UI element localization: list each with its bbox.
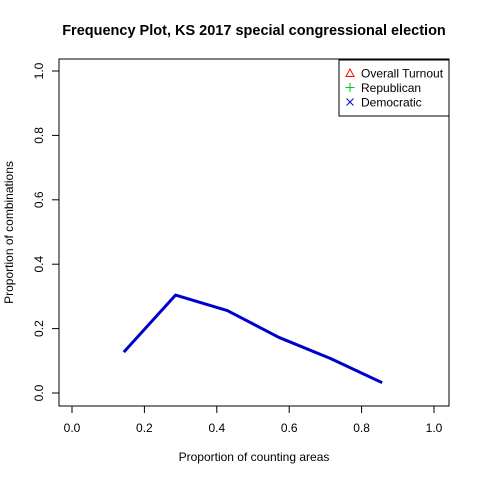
legend-triangle-symbol [345, 67, 355, 77]
x-tick-label: 0.8 [353, 421, 370, 435]
chart-title: Frequency Plot, KS 2017 special congress… [62, 23, 446, 39]
x-tick-label: 0.2 [136, 421, 153, 435]
y-tick-label: 0.8 [32, 127, 46, 144]
series-layer [122, 293, 383, 385]
y-tick-label: 0.4 [32, 256, 46, 273]
x-axis-label: Proportion of counting areas [179, 450, 330, 464]
y-axis-label: Proportion of combinations [2, 161, 16, 304]
x-tick-label: 0.0 [64, 421, 81, 435]
series-line [122, 293, 383, 385]
legend-plus-symbol [345, 83, 355, 92]
legend-label: Overall Turnout [361, 67, 444, 81]
legend-box [338, 59, 450, 117]
x-axis: 0.0 0.2 0.4 0.6 0.8 1.0 [64, 405, 443, 435]
x-tick-label: 0.4 [208, 421, 225, 435]
y-tick-label: 0.2 [32, 320, 46, 337]
x-tick-label: 0.6 [281, 421, 298, 435]
y-tick-label: 1.0 [32, 62, 46, 79]
y-axis: 0.0 0.2 0.4 0.6 0.8 1.0 [32, 62, 60, 401]
y-tick-label: 0.6 [32, 191, 46, 208]
y-tick-label: 0.0 [32, 384, 46, 401]
legend-label: Republican [361, 81, 421, 95]
legend-cross-symbol [346, 98, 354, 106]
legend-label: Democratic [361, 96, 422, 110]
x-tick-label: 1.0 [426, 421, 443, 435]
